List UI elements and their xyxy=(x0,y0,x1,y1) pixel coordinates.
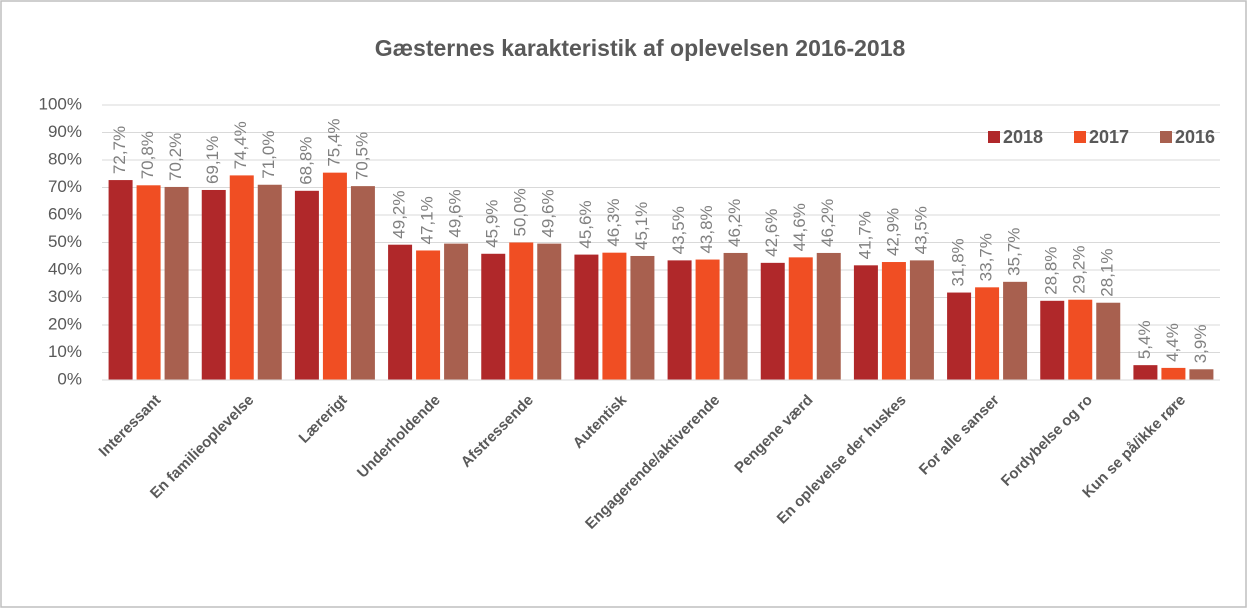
bar xyxy=(537,243,562,380)
legend-label: 2018 xyxy=(1003,127,1043,147)
data-label: 31,8% xyxy=(949,238,968,286)
data-label: 45,9% xyxy=(483,200,502,248)
data-label: 4,4% xyxy=(1163,323,1182,362)
data-label: 43,5% xyxy=(669,206,688,254)
data-label: 46,2% xyxy=(725,199,744,247)
y-tick-label: 20% xyxy=(48,314,82,333)
y-tick-label: 100% xyxy=(39,94,82,113)
bar xyxy=(853,265,878,380)
y-tick-label: 50% xyxy=(48,232,82,251)
data-label: 74,4% xyxy=(231,121,250,169)
bar xyxy=(1003,281,1028,380)
legend-label: 2016 xyxy=(1175,127,1215,147)
bar xyxy=(1189,369,1214,380)
bar xyxy=(1096,302,1121,380)
data-label: 29,2% xyxy=(1070,245,1089,293)
data-label: 47,1% xyxy=(418,196,437,244)
y-tick-label: 60% xyxy=(48,204,82,223)
bar xyxy=(481,253,506,380)
data-label: 28,8% xyxy=(1042,247,1061,295)
bar xyxy=(388,244,413,380)
bar xyxy=(201,189,226,380)
y-tick-label: 30% xyxy=(48,287,82,306)
bar xyxy=(975,287,1000,380)
data-label: 35,7% xyxy=(1005,228,1024,276)
bar xyxy=(257,184,282,380)
data-label: 43,8% xyxy=(697,205,716,253)
data-label: 46,2% xyxy=(818,199,837,247)
bar xyxy=(416,250,441,380)
data-label: 70,8% xyxy=(138,131,157,179)
bar xyxy=(788,257,813,380)
data-label: 46,3% xyxy=(604,198,623,246)
bar xyxy=(444,243,469,380)
y-tick-label: 80% xyxy=(48,149,82,168)
bar xyxy=(322,172,347,380)
data-label: 45,1% xyxy=(632,202,651,250)
bar xyxy=(881,262,906,380)
data-label: 49,2% xyxy=(390,190,409,238)
data-label: 44,6% xyxy=(790,203,809,251)
bar xyxy=(695,259,720,380)
bar xyxy=(1161,367,1186,380)
bar xyxy=(1068,299,1093,380)
legend-swatch xyxy=(988,131,1000,143)
bar xyxy=(350,186,375,380)
legend-label: 2017 xyxy=(1089,127,1129,147)
bar xyxy=(108,180,133,380)
data-label: 3,9% xyxy=(1191,325,1210,364)
bar xyxy=(723,252,748,380)
data-label: 72,7% xyxy=(110,126,129,174)
data-label: 43,5% xyxy=(911,206,930,254)
legend-swatch xyxy=(1160,131,1172,143)
data-label: 42,6% xyxy=(762,209,781,257)
y-tick-label: 90% xyxy=(48,122,82,141)
bar xyxy=(909,260,934,380)
data-label: 68,8% xyxy=(296,137,315,185)
bar xyxy=(630,255,655,380)
data-label: 28,1% xyxy=(1098,249,1117,297)
bar xyxy=(667,260,692,380)
bar xyxy=(1040,300,1065,380)
data-label: 42,9% xyxy=(883,208,902,256)
y-tick-label: 70% xyxy=(48,177,82,196)
bar xyxy=(229,175,254,380)
y-tick-label: 10% xyxy=(48,342,82,361)
data-label: 5,4% xyxy=(1135,320,1154,359)
data-label: 45,6% xyxy=(576,200,595,248)
data-label: 33,7% xyxy=(977,233,996,281)
chart-title: Gæsternes karakteristik af oplevelsen 20… xyxy=(375,35,906,61)
y-tick-label: 40% xyxy=(48,259,82,278)
data-label: 50,0% xyxy=(511,188,530,236)
y-tick-label: 0% xyxy=(57,369,82,388)
data-label: 71,0% xyxy=(259,131,278,179)
bar xyxy=(1133,365,1158,380)
bar xyxy=(574,254,599,380)
bar xyxy=(294,190,319,380)
bar xyxy=(509,242,534,380)
data-label: 70,5% xyxy=(352,132,371,180)
data-label: 70,2% xyxy=(166,133,185,181)
data-label: 75,4% xyxy=(324,118,343,166)
data-label: 69,1% xyxy=(203,136,222,184)
data-label: 49,6% xyxy=(446,189,465,237)
bar xyxy=(602,252,627,380)
bar xyxy=(816,252,841,380)
bar xyxy=(947,292,972,380)
data-label: 49,6% xyxy=(539,189,558,237)
bar xyxy=(164,186,189,380)
bar xyxy=(136,185,161,380)
legend-swatch xyxy=(1074,131,1086,143)
data-label: 41,7% xyxy=(855,211,874,259)
bar xyxy=(760,262,785,380)
